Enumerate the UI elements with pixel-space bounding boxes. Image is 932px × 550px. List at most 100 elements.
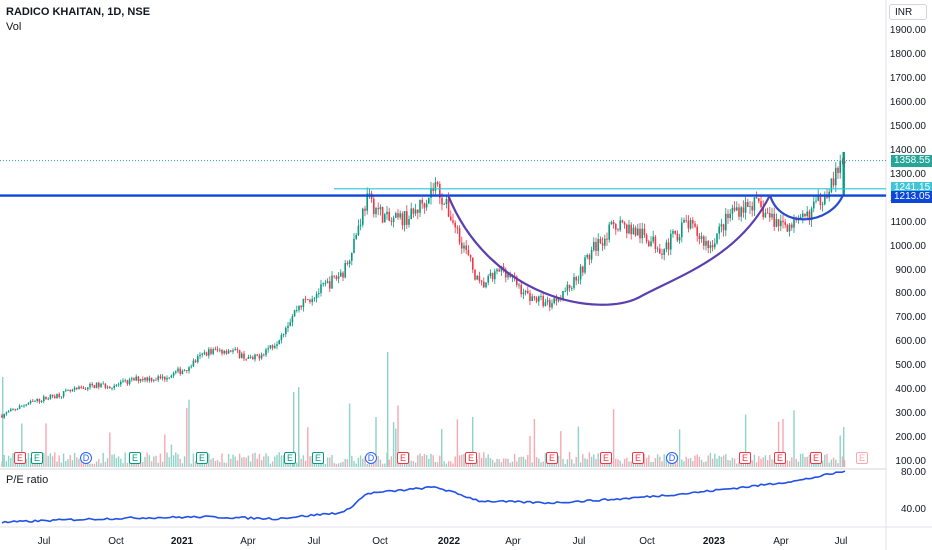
earnings-icon[interactable]: E: [312, 452, 324, 464]
price-tick: 500.00: [895, 360, 926, 372]
volume-bar: [498, 459, 500, 467]
earnings-icon[interactable]: E: [810, 452, 822, 464]
candle-body: [377, 208, 379, 210]
currency-selector[interactable]: INR: [889, 4, 927, 20]
dividend-icon[interactable]: D: [666, 452, 678, 464]
cup-curve[interactable]: [446, 194, 771, 306]
candle-body: [326, 281, 329, 284]
volume-bar: [571, 459, 573, 467]
volume-bar: [733, 458, 736, 467]
volume-bar: [445, 463, 448, 467]
candle-body: [109, 386, 111, 389]
volume-bar: [71, 460, 74, 467]
candle-body: [472, 257, 474, 270]
volume-bar: [170, 444, 173, 467]
volume-bar: [786, 460, 789, 467]
candle-body: [777, 219, 780, 227]
candle-body: [502, 266, 505, 270]
volume-bar: [738, 462, 740, 467]
earnings-icon[interactable]: E: [129, 452, 141, 464]
volume-bar: [731, 457, 734, 467]
candle-body: [148, 377, 151, 381]
earnings-icon[interactable]: E: [632, 452, 644, 464]
candle-body: [769, 213, 771, 218]
candle-body: [27, 403, 30, 405]
candle-body: [476, 275, 478, 280]
volume-bar: [254, 452, 256, 467]
volume-bar: [839, 435, 841, 467]
candle-body: [480, 280, 483, 282]
volume-bar: [483, 452, 485, 467]
candle-body: [128, 379, 131, 384]
volume-bar: [694, 455, 696, 467]
candle-body: [764, 212, 767, 218]
candle-body: [302, 298, 305, 308]
candle-body: [247, 356, 250, 359]
dividend-icon[interactable]: D: [80, 452, 92, 464]
volume-bar: [340, 462, 342, 467]
volume-bar: [271, 461, 274, 467]
candle-body: [703, 236, 705, 246]
candle-body: [483, 281, 485, 288]
volume-bar: [161, 461, 164, 467]
volume-bar: [172, 455, 175, 467]
volume-bar: [216, 460, 219, 467]
volume-bar: [650, 461, 652, 467]
candle-body: [753, 197, 756, 211]
candle-body: [155, 379, 157, 381]
volume-bar: [718, 455, 720, 467]
volume-bar: [821, 460, 824, 467]
volume-bar: [505, 458, 507, 467]
earnings-icon[interactable]: E: [546, 452, 558, 464]
earnings-icon[interactable]: E: [31, 452, 43, 464]
candle-body: [7, 411, 10, 413]
candle-body: [181, 370, 184, 374]
volume-bar: [159, 453, 162, 467]
candle-body: [487, 276, 489, 283]
earnings-icon[interactable]: E: [14, 452, 26, 464]
volume-bar: [454, 456, 456, 467]
price-tick: 200.00: [895, 432, 926, 444]
handle-curve[interactable]: [768, 194, 845, 221]
candle-body: [271, 345, 274, 348]
earnings-icon[interactable]: E: [465, 452, 477, 464]
candle-body: [549, 300, 551, 308]
candle-body: [456, 227, 459, 229]
candle-body: [65, 390, 67, 392]
candle-body: [309, 299, 311, 303]
volume-bar: [212, 458, 214, 467]
earnings-icon[interactable]: E: [856, 452, 868, 464]
volume-bar: [687, 458, 690, 467]
candle-body: [357, 225, 360, 235]
candles: [1, 151, 846, 419]
volume-bar: [564, 463, 566, 467]
candle-body: [593, 241, 595, 251]
dividend-icon[interactable]: D: [365, 452, 377, 464]
earnings-icon[interactable]: E: [397, 452, 409, 464]
volume-bar: [648, 455, 650, 467]
volume-bar: [344, 458, 346, 467]
symbol-title[interactable]: RADICO KHAITAN, 1D, NSE: [6, 6, 151, 18]
volume-bar: [540, 462, 542, 467]
candle-body: [333, 275, 335, 277]
candle-body: [802, 213, 804, 217]
earnings-icon[interactable]: E: [284, 452, 296, 464]
candle-body: [661, 253, 663, 255]
volume-bar: [43, 453, 45, 467]
volume-bar: [612, 409, 615, 467]
volume-bar: [654, 458, 657, 467]
volume-bar: [166, 452, 168, 467]
earnings-icon[interactable]: E: [774, 452, 786, 464]
earnings-icon[interactable]: E: [196, 452, 208, 464]
volume-bar: [524, 459, 527, 467]
volume-bar: [681, 459, 683, 467]
volume-bar: [56, 461, 58, 467]
candle-body: [533, 296, 536, 298]
time-tick: Apr: [773, 536, 789, 547]
earnings-icon[interactable]: E: [600, 452, 612, 464]
volume-bar: [25, 458, 27, 467]
candle-body: [443, 204, 445, 205]
candle-body: [788, 224, 791, 232]
earnings-icon[interactable]: E: [739, 452, 751, 464]
